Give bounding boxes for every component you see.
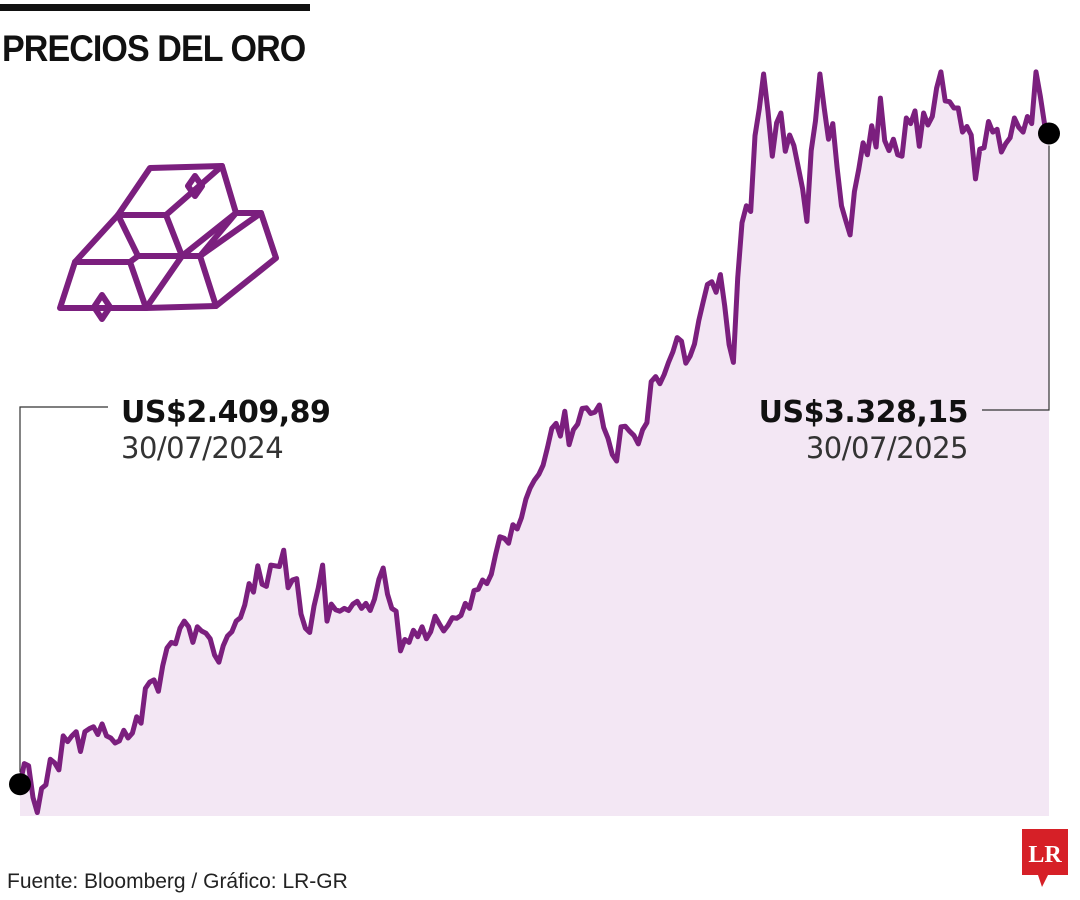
first-price-label: US$2.409,89 <box>121 395 331 430</box>
last-price-label: US$3.328,15 <box>758 395 969 430</box>
chart-title: PRECIOS DEL ORO <box>2 28 306 69</box>
last-point-leader <box>982 145 1050 411</box>
first-point-marker <box>9 773 31 796</box>
gold-bars-icon <box>57 163 279 322</box>
last-point-marker <box>1038 122 1060 145</box>
last-date-label: 30/07/2025 <box>805 431 969 465</box>
lr-logo-badge <box>1022 829 1068 887</box>
first-date-label: 30/07/2024 <box>121 431 284 465</box>
lr-logo-text: LR <box>1028 842 1062 868</box>
price-line <box>17 69 1052 815</box>
price-area-fill <box>20 71 1049 816</box>
lr-logo: LR <box>1022 829 1068 887</box>
title-rule <box>0 4 310 11</box>
first-point-leader <box>19 406 108 773</box>
source-note: Fuente: Bloomberg / Gráfico: LR-GR <box>7 870 348 893</box>
